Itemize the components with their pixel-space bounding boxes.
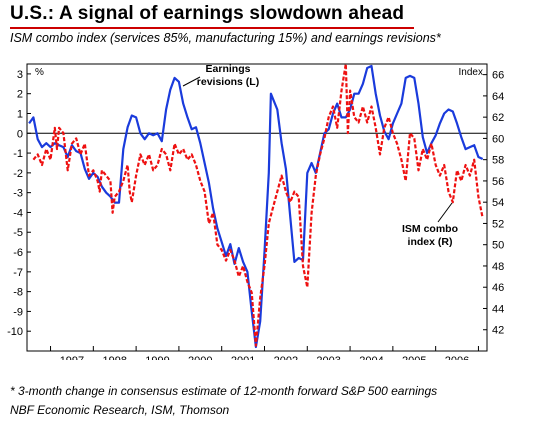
footnote: * 3-month change in consensus estimate o… [10, 384, 438, 398]
x-axis-tick-label: 2006 [445, 355, 469, 360]
right-axis-unit: Index [459, 67, 483, 78]
x-axis-tick-label: 1997 [60, 355, 84, 360]
series-line-earnings-revisions [28, 64, 484, 349]
right-axis-tick-label: 66 [492, 70, 504, 82]
line-chart: 3 2 1 0 -1 -2 -3 -4 -5 -6 -7 -8 -9 -10 66 64 62 60 58 56 54 5… [7, 62, 504, 367]
left-axis-tick-label: -9 [13, 306, 23, 318]
right-axis-tick-label: 46 [492, 282, 504, 294]
chart-subtitle: ISM combo index (services 85%, manufactu… [10, 31, 441, 45]
left-axis-tick-label: -1 [13, 148, 23, 160]
series-line-ism-combo [32, 62, 484, 347]
left-axis-tick-label: 0 [17, 128, 23, 140]
right-axis-tick-label: 50 [492, 240, 504, 252]
annotation-ism-label: ISM combo [402, 223, 458, 235]
right-axis-tick-label: 44 [492, 303, 504, 315]
right-axis-tick-label: 62 [492, 112, 504, 124]
x-axis-tick-label: 2005 [402, 355, 426, 360]
x-axis-tick-label: 1998 [102, 355, 126, 360]
right-axis-tick-label: 64 [492, 91, 504, 103]
x-axis-tick-label: 2002 [274, 355, 298, 360]
left-axis-tick-label: -6 [13, 247, 23, 259]
left-axis-tick-label: 1 [17, 108, 23, 120]
source-note: NBF Economic Research, ISM, Thomson [10, 403, 230, 417]
x-axis-tick-label: 2004 [359, 355, 383, 360]
left-axis-tick-label: -10 [7, 326, 23, 338]
plot-frame [26, 63, 488, 352]
left-axis-tick-label: 2 [17, 89, 23, 101]
right-axis-tick-label: 56 [492, 176, 504, 188]
title-underline [10, 27, 414, 29]
right-axis-tick-label: 42 [492, 325, 504, 337]
right-axis-tick-label: 48 [492, 261, 504, 273]
right-axis-tick-label: 58 [492, 155, 504, 167]
x-axis-tick-label: 2000 [188, 355, 212, 360]
annotation-ism-pointer [437, 202, 453, 223]
chart-title: U.S.: A signal of earnings slowdown ahea… [10, 3, 405, 24]
right-axis-tick-label: 60 [492, 133, 504, 145]
annotation-earnings-pointer [182, 76, 201, 87]
left-axis-unit: % [35, 67, 44, 78]
right-axis-tick-label: 54 [492, 197, 504, 209]
left-axis-tick-label: -3 [13, 188, 23, 200]
annotation-ism-label: index (R) [408, 236, 453, 248]
x-axis-tick-label: 2003 [316, 355, 340, 360]
x-axis-tick-label: 2001 [231, 355, 255, 360]
annotation-earnings-label: revisions (L) [197, 76, 259, 88]
left-axis-tick-label: -8 [13, 287, 23, 299]
annotation-earnings-label: Earnings [206, 63, 251, 75]
chart-area: 3 2 1 0 -1 -2 -3 -4 -5 -6 -7 -8 -9 -10 66 64 62 60 58 56 54 5… [0, 50, 550, 367]
x-axis-tick-label: 1999 [145, 355, 169, 360]
left-axis-tick-label: -2 [13, 168, 23, 180]
right-axis-tick-label: 52 [492, 218, 504, 230]
left-axis-tick-label: -5 [13, 227, 23, 239]
left-axis-tick-label: -4 [13, 207, 23, 219]
left-axis-tick-label: -7 [13, 267, 23, 279]
left-axis-tick-label: 3 [17, 69, 23, 81]
